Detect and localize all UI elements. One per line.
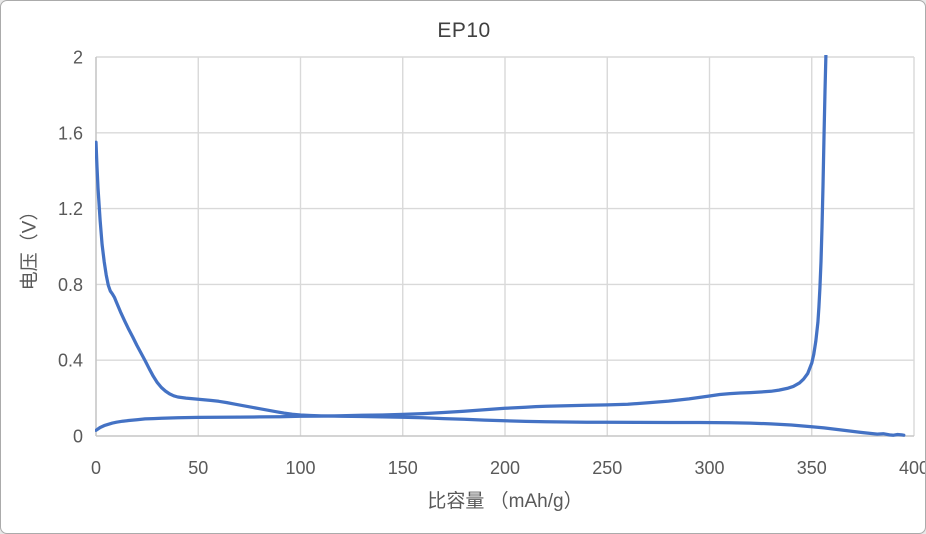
x-tick-label: 0 <box>91 458 101 478</box>
x-tick-label: 150 <box>388 458 418 478</box>
x-axis-title: 比容量 （mAh/g） <box>427 491 583 512</box>
y-axis-title: 电压（V） <box>19 201 41 291</box>
y-tick-label: 1.2 <box>58 199 83 219</box>
x-tick-label: 400 <box>899 458 926 478</box>
x-tick-label: 300 <box>694 458 724 478</box>
charge-curve <box>95 55 828 432</box>
y-tick-label: 2 <box>73 48 83 68</box>
tick-labels: 0 0.4 0.8 1.2 1.6 2 0 50 100 150 200 250 300 350 400 <box>58 48 926 479</box>
discharge-curve <box>95 140 906 437</box>
x-tick-label: 200 <box>490 458 520 478</box>
x-tick-label: 350 <box>797 458 827 478</box>
y-tick-label: 0.4 <box>58 351 83 371</box>
gridlines <box>96 56 915 436</box>
y-tick-label: 1.6 <box>58 123 83 143</box>
series-lines <box>95 55 906 437</box>
axis-lines <box>95 57 914 437</box>
chart-title: EP10 <box>437 19 491 42</box>
y-tick-label: 0.8 <box>58 275 83 295</box>
x-tick-label: 100 <box>285 458 315 478</box>
x-tick-label: 50 <box>188 458 208 478</box>
y-tick-label: 0 <box>73 427 83 447</box>
x-tick-label: 250 <box>592 458 622 478</box>
